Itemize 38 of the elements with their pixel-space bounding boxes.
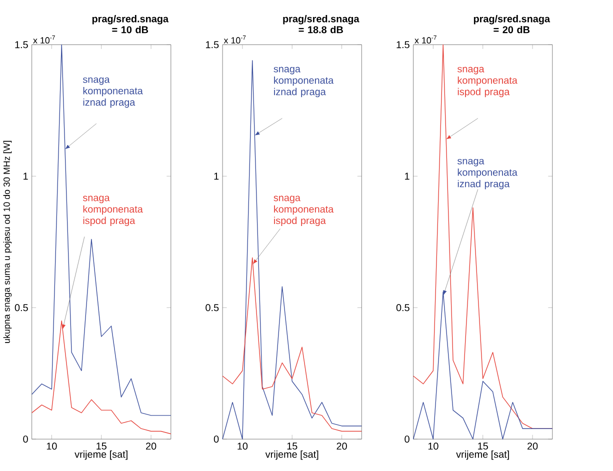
x-tick-label: 10 (428, 442, 438, 450)
x-tick-label: 15 (478, 442, 488, 450)
chart-title: prag/sred.snaga = 20 dB (474, 15, 550, 34)
text: x 10$^{-7}$ (414, 36, 436, 44)
y-tick-label: 0.5 (206, 304, 219, 312)
text: snaga komponenata iznad praga (274, 66, 334, 98)
chart-title: prag/sred.snaga = 18.8 dB (283, 15, 360, 34)
line-series (31, 320, 172, 434)
x-tick-label: 10 (46, 442, 57, 450)
x-axis-title: vrijeme [sat] (74, 450, 128, 460)
y-tick-label: 1 (405, 172, 410, 180)
x-tick-label: 15 (96, 442, 106, 450)
y-tick-label: 1 (24, 172, 28, 180)
text: snaga komponenata ispod praga (274, 196, 334, 226)
y-tick-label: 1.5 (396, 41, 410, 48)
y-axis-title: ukupna snaga suma u pojasu od 10 do 30 MHz [W] (3, 140, 12, 344)
series-label: snaga komponenata ispod praga (458, 66, 518, 98)
y-tick-label: 0 (404, 436, 410, 443)
x-tick-label: 10 (238, 442, 248, 450)
y-tick-label: 1.5 (206, 41, 219, 48)
text: snaga komponenata iznad praga (458, 159, 518, 190)
text: x 10$^{-7}$ (224, 36, 246, 44)
y-tick-label: 0 (214, 436, 219, 443)
x-tick-label: 20 (336, 442, 347, 450)
x-tick-label: 15 (287, 442, 298, 450)
text: snaga komponenata ispod praga (82, 196, 143, 226)
y-tick-label: 0.5 (396, 304, 410, 312)
x-tick-label: 20 (528, 442, 538, 450)
x-axis-title: vrijeme [sat] (456, 450, 509, 460)
y-tick-label: 0 (23, 436, 28, 443)
series-label: snaga komponenata iznad praga (82, 78, 143, 108)
x-tick-label: 20 (146, 442, 156, 450)
chart-title: prag/sred.snaga = 10 dB (92, 15, 169, 34)
text: x 10$^{-7}$ (33, 36, 55, 44)
y-tick-label: 1.5 (15, 41, 28, 48)
x-axis-title: vrijeme [sat] (265, 450, 318, 460)
y-tick-label: 1 (214, 172, 219, 180)
y-tick-label: 0.5 (14, 304, 28, 312)
